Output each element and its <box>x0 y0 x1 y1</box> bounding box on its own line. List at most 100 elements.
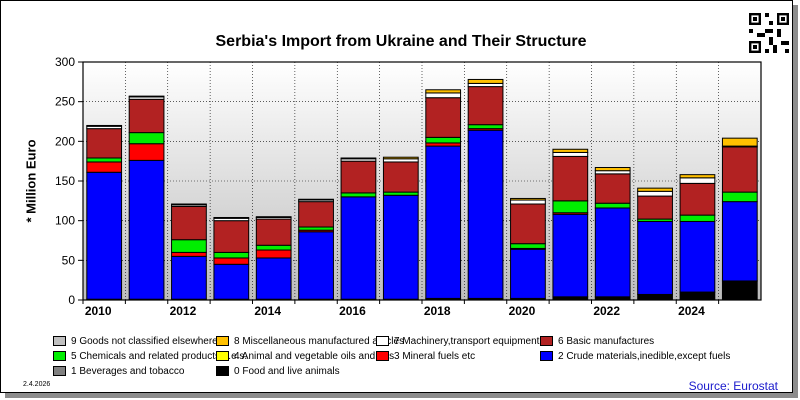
legend-swatch <box>53 366 66 376</box>
legend-label: 7 Machinery,transport equipment <box>394 335 540 347</box>
legend-swatch <box>216 336 229 346</box>
legend-swatch <box>540 336 553 346</box>
bar-segment[interactable] <box>255 244 292 251</box>
bar-segment[interactable] <box>721 146 758 193</box>
qr-code-icon <box>749 13 789 53</box>
legend-item: 9 Goods not classified elsewhere <box>53 334 218 348</box>
bar-segment[interactable] <box>171 251 207 257</box>
bar-segment[interactable] <box>552 213 589 298</box>
bar-segment[interactable] <box>552 151 589 157</box>
bar-segment[interactable] <box>86 161 123 173</box>
bar-segment[interactable] <box>255 218 292 246</box>
bar-segment[interactable] <box>171 205 207 241</box>
bar-segment[interactable] <box>510 199 546 205</box>
bar-segment[interactable] <box>382 194 419 300</box>
bar-segment[interactable] <box>594 173 631 204</box>
bar-segment[interactable] <box>510 203 546 245</box>
chart-title: Serbia's Import from Ukraine and Their S… <box>215 33 587 50</box>
bar-segment[interactable] <box>425 89 462 94</box>
bar-segment[interactable] <box>255 249 292 259</box>
bar-segment[interactable] <box>171 239 207 253</box>
bar-segment[interactable] <box>340 192 377 198</box>
source-link[interactable]: Source: Eurostat <box>688 379 778 393</box>
bar-segment[interactable] <box>594 202 631 209</box>
bar-segment[interactable] <box>679 174 716 179</box>
bar-segment[interactable] <box>425 145 462 299</box>
legend-item: 6 Basic manufactures <box>540 334 654 348</box>
legend-item: 5 Chemicals and related products,n.e.s. <box>53 349 247 363</box>
bar-segment[interactable] <box>171 255 207 300</box>
bar-segment[interactable] <box>128 159 165 300</box>
bar-segment[interactable] <box>213 220 250 253</box>
bar-segment[interactable] <box>552 155 589 202</box>
bar-segment[interactable] <box>679 182 716 216</box>
bar-segment[interactable] <box>552 148 589 153</box>
x-tick-label: 2024 <box>678 304 705 318</box>
legend-label: 8 Miscellaneous manufactured articles <box>234 335 405 347</box>
bar-segment[interactable] <box>721 191 758 203</box>
bar-segment[interactable] <box>298 198 334 201</box>
bar-segment[interactable] <box>128 95 165 98</box>
bar-segment[interactable] <box>128 143 165 161</box>
bar-segment[interactable] <box>467 78 504 84</box>
bar-segment[interactable] <box>510 248 546 299</box>
bar-segment[interactable] <box>467 124 504 130</box>
bar-segment[interactable] <box>594 167 631 172</box>
bar-segment[interactable] <box>637 220 673 295</box>
bar-segment[interactable] <box>382 156 419 160</box>
bar-segment[interactable] <box>594 207 631 298</box>
bar-segment[interactable] <box>128 132 165 145</box>
bar-segment[interactable] <box>86 157 123 163</box>
bar-segment[interactable] <box>425 136 462 144</box>
bar-segment[interactable] <box>552 200 589 214</box>
bar-segment[interactable] <box>510 243 546 249</box>
bar-segment[interactable] <box>213 251 250 259</box>
bar-segment[interactable] <box>467 129 504 299</box>
bar-segment[interactable] <box>425 92 462 99</box>
bar-segment[interactable] <box>467 86 504 126</box>
bar-segment[interactable] <box>382 161 419 193</box>
legend-swatch <box>540 351 553 361</box>
bar-segment[interactable] <box>637 195 673 220</box>
bar-segment[interactable] <box>171 203 207 206</box>
bar-segment[interactable] <box>213 216 250 219</box>
bar-segment[interactable] <box>721 201 758 282</box>
legend-label: 0 Food and live animals <box>234 365 340 377</box>
legend-label: 9 Goods not classified elsewhere <box>71 335 218 347</box>
bar-segment[interactable] <box>298 231 334 300</box>
bar-segment[interactable] <box>86 124 123 127</box>
bar-segment[interactable] <box>128 98 165 134</box>
bar-segment[interactable] <box>340 157 377 160</box>
bar-segment[interactable] <box>86 128 123 159</box>
bar-segment[interactable] <box>510 197 546 201</box>
legend-label: 5 Chemicals and related products,n.e.s. <box>71 350 248 362</box>
y-tick-label: 150 <box>55 174 75 188</box>
bar-segment[interactable] <box>679 214 716 222</box>
legend-item: 2 Crude materials,inedible,except fuels <box>540 349 730 363</box>
bar-segment[interactable] <box>637 293 673 301</box>
x-tick-label: 2014 <box>254 304 281 318</box>
bar-segment[interactable] <box>213 263 250 300</box>
bar-segment[interactable] <box>213 257 250 265</box>
bar-segment[interactable] <box>637 187 673 192</box>
bar-segment[interactable] <box>340 160 377 194</box>
bar-segment[interactable] <box>255 257 292 300</box>
legend-swatch <box>216 366 229 376</box>
y-tick-label: 0 <box>68 293 75 307</box>
x-tick-label: 2018 <box>424 304 451 318</box>
bar-segment[interactable] <box>679 177 716 184</box>
legend-item: 1 Beverages and tobacco <box>53 364 184 378</box>
bar-segment[interactable] <box>298 201 334 228</box>
legend-item: 7 Machinery,transport equipment <box>376 334 539 348</box>
bar-segment[interactable] <box>679 291 716 301</box>
bar-segment[interactable] <box>255 216 292 218</box>
bar-segment[interactable] <box>86 171 123 300</box>
bar-segment[interactable] <box>721 137 758 147</box>
y-tick-label: 50 <box>62 253 76 267</box>
bar-segment[interactable] <box>425 97 462 138</box>
bar-segment[interactable] <box>637 190 673 197</box>
bar-segment[interactable] <box>340 196 377 300</box>
legend-swatch <box>53 336 66 346</box>
bar-segment[interactable] <box>679 220 716 293</box>
bar-segment[interactable] <box>721 280 758 301</box>
